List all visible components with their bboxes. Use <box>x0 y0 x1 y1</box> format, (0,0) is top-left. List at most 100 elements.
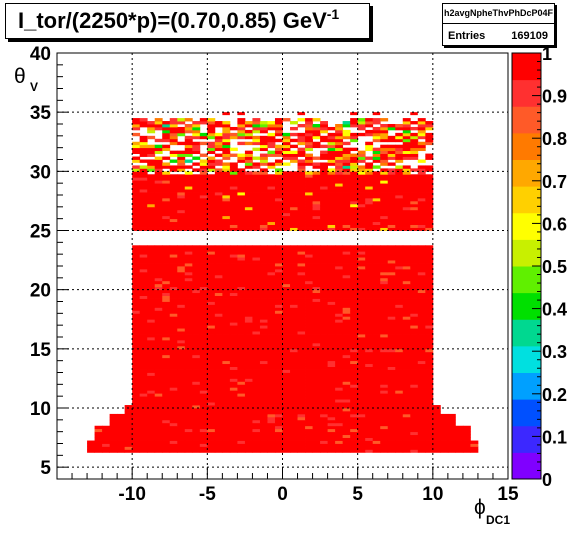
heatmap-cell <box>252 271 261 276</box>
heatmap-cell <box>132 431 141 436</box>
heatmap-cell <box>335 443 344 447</box>
heatmap-cell <box>229 393 238 397</box>
heatmap-cell <box>425 197 434 202</box>
heatmap-cell <box>380 331 389 335</box>
heatmap-cell <box>274 422 283 427</box>
heatmap-cell <box>357 405 366 409</box>
heatmap-cell <box>162 405 171 409</box>
heatmap-cell <box>342 440 351 444</box>
heatmap-cell <box>297 396 306 400</box>
heatmap-cell <box>229 274 238 279</box>
heatmap-cell <box>267 428 276 433</box>
heatmap-cell <box>335 328 344 332</box>
heatmap-cell <box>244 295 253 299</box>
heatmap-cell <box>320 378 328 382</box>
heatmap-cell <box>132 405 141 409</box>
heatmap-cell <box>350 422 359 427</box>
heatmap-cell <box>252 354 261 359</box>
heatmap-cell <box>139 268 148 273</box>
heatmap-cell <box>297 422 306 427</box>
heatmap-cell <box>214 159 223 163</box>
heatmap-cell <box>244 319 253 323</box>
heatmap-cell <box>417 298 426 302</box>
heatmap-cell <box>139 147 148 152</box>
heatmap-cell <box>387 268 396 273</box>
heatmap-cell <box>327 218 336 223</box>
heatmap-cell <box>290 159 298 163</box>
heatmap-cell <box>290 366 298 370</box>
heatmap-cell <box>387 372 396 376</box>
heatmap-cell <box>199 266 208 270</box>
heatmap-cell <box>350 387 359 391</box>
heatmap-cell <box>350 446 359 450</box>
heatmap-cell <box>335 399 344 403</box>
heatmap-cell <box>320 410 328 415</box>
heatmap-cell <box>274 248 283 252</box>
heatmap-cell <box>327 150 336 154</box>
heatmap-cell <box>357 183 366 187</box>
heatmap-cell <box>222 446 231 450</box>
heatmap-cell <box>229 195 238 199</box>
heatmap-cell <box>402 369 411 373</box>
heatmap-cell <box>214 390 223 394</box>
heatmap-cell <box>342 334 351 338</box>
heatmap-cell <box>350 153 359 157</box>
heatmap-cell <box>410 292 419 296</box>
heatmap-cell <box>335 135 344 140</box>
heatmap-cell <box>259 319 268 323</box>
heatmap-cell <box>147 144 156 149</box>
heatmap-cell <box>147 410 156 415</box>
heatmap-cell <box>305 171 313 175</box>
heatmap-cell <box>192 410 201 415</box>
heatmap-cell <box>290 301 298 305</box>
heatmap-cell <box>147 289 156 294</box>
heatmap-cell <box>282 215 291 220</box>
heatmap-cell <box>282 310 291 314</box>
heatmap-cell <box>290 153 298 157</box>
heatmap-cell <box>184 428 193 433</box>
heatmap-cell <box>380 325 389 329</box>
heatmap-cell <box>312 218 321 223</box>
heatmap-cell <box>410 260 419 264</box>
heatmap-cell <box>425 322 434 326</box>
heatmap-cell <box>169 195 178 199</box>
heatmap-cell <box>335 274 344 279</box>
heatmap-cell <box>222 248 231 252</box>
heatmap-cell <box>372 212 381 217</box>
heatmap-cell <box>199 177 208 181</box>
heatmap-cell <box>237 153 246 157</box>
heatmap-cell <box>290 200 298 205</box>
heatmap-cell <box>305 304 313 308</box>
heatmap-cell <box>214 307 223 311</box>
heatmap-cell <box>177 218 186 223</box>
heatmap-cell <box>410 328 419 332</box>
heatmap-cell <box>132 150 141 154</box>
heatmap-cell <box>237 328 246 332</box>
heatmap-cell <box>237 227 246 231</box>
heatmap-cell <box>207 443 216 447</box>
heatmap-cell <box>357 390 366 394</box>
heatmap-cell <box>282 180 291 184</box>
heatmap-cell <box>365 443 374 447</box>
heatmap-cell <box>327 316 336 320</box>
heatmap-cell <box>252 408 261 412</box>
heatmap-cell <box>177 286 186 291</box>
heatmap-cell <box>282 221 291 225</box>
heatmap-cell <box>244 440 253 444</box>
heatmap-cell <box>237 313 246 317</box>
heatmap-cell <box>305 446 313 450</box>
heatmap-cell <box>327 263 336 267</box>
heatmap-cell <box>184 266 193 270</box>
heatmap-cell <box>214 186 223 190</box>
heatmap-cell <box>357 393 366 397</box>
heatmap-cell <box>305 416 313 421</box>
heatmap-cell <box>207 419 216 424</box>
heatmap-cell <box>410 354 419 359</box>
heatmap-cell <box>350 342 359 347</box>
heatmap-cell <box>244 286 253 291</box>
heatmap-cell <box>199 257 208 261</box>
heatmap-cell <box>177 283 186 288</box>
heatmap-cell <box>102 440 111 444</box>
heatmap-cell <box>132 348 141 353</box>
heatmap-cell <box>259 263 268 267</box>
